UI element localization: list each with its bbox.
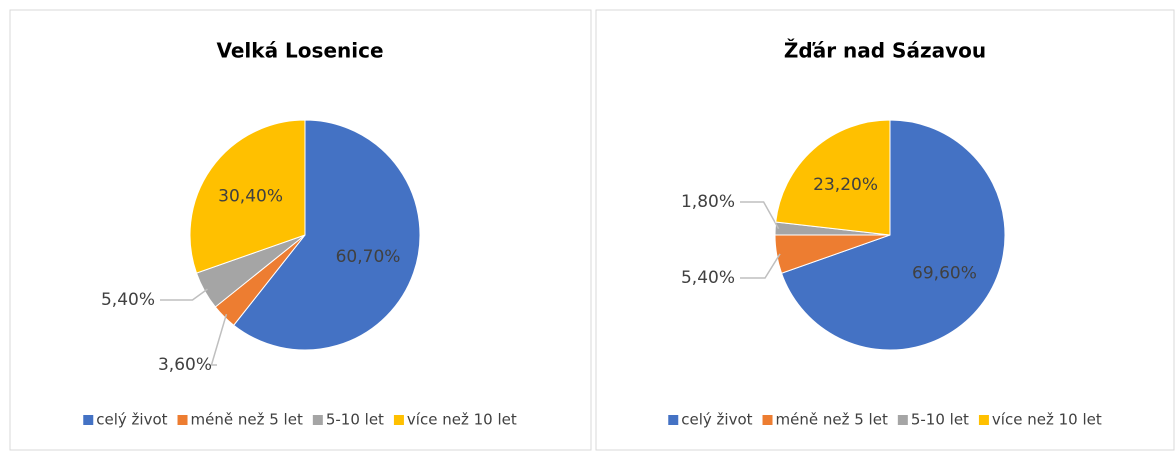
legend-swatch: [897, 415, 908, 425]
legend-swatch: [762, 415, 773, 425]
legend: celý život méně než 5 let 5-10 let více než…: [668, 411, 1102, 429]
data-label: 30,40%: [218, 186, 283, 206]
data-label: 1,80%: [681, 192, 735, 212]
legend-label: více než 10 let: [992, 411, 1102, 429]
data-label: 23,20%: [813, 175, 878, 195]
data-label: 3,60%: [158, 355, 212, 375]
legend-label: 5-10 let: [911, 411, 969, 429]
pie-slice: [189, 119, 306, 274]
legend-swatch: [668, 415, 679, 425]
leader-line: [740, 201, 780, 230]
data-label: 5,40%: [681, 268, 735, 288]
chart-title: Žďár nad Sázavou: [784, 39, 986, 63]
chart-title: Velká Losenice: [216, 39, 383, 63]
legend-label: 5-10 let: [326, 411, 384, 429]
legend-swatch: [83, 415, 94, 425]
legend-label: celý život: [96, 411, 167, 429]
pie-slice: [775, 119, 891, 236]
leader-line: [740, 253, 781, 279]
legend-label: méně než 5 let: [776, 411, 888, 429]
legend: celý život méně než 5 let 5-10 let více než…: [83, 411, 517, 429]
pie-slice: [233, 119, 421, 351]
legend-swatch: [393, 415, 404, 425]
legend-swatch: [978, 415, 989, 425]
pie-slice: [780, 119, 1006, 351]
leader-line: [160, 288, 208, 301]
legend-label: více než 10 let: [407, 411, 517, 429]
legend-swatch: [177, 415, 188, 425]
legend-label: méně než 5 let: [191, 411, 303, 429]
leader-line: [210, 313, 228, 366]
legend-swatch: [312, 415, 323, 425]
data-label: 60,70%: [336, 247, 401, 267]
data-label: 5,40%: [101, 290, 155, 310]
legend-label: celý život: [681, 411, 752, 429]
data-label: 69,60%: [912, 264, 977, 284]
